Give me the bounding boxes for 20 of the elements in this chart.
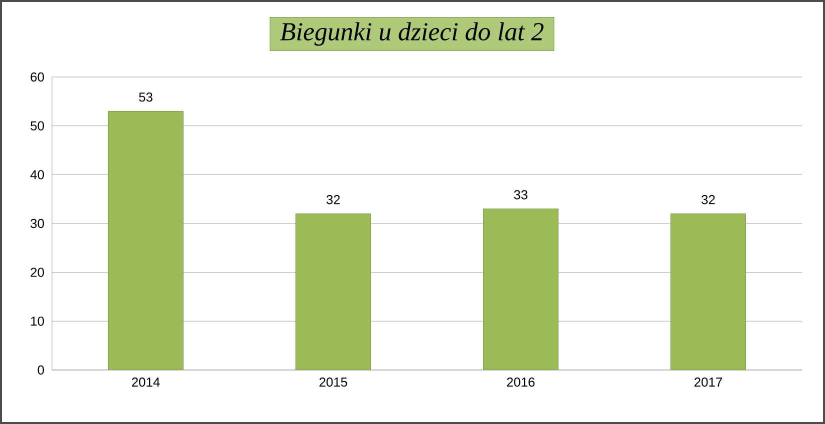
x-tick-label: 2014 <box>132 378 160 387</box>
chart-title: Biegunki u dzieci do lat 2 <box>280 22 544 46</box>
data-label: 53 <box>139 92 152 102</box>
bar <box>296 214 371 370</box>
bar <box>108 110 184 370</box>
bar <box>483 208 558 370</box>
y-tick-label: 20 <box>30 268 44 277</box>
x-tick-label: 2015 <box>320 378 348 387</box>
y-tick-label: 10 <box>31 316 44 326</box>
x-tick-label: 2016 <box>507 378 535 387</box>
bar <box>670 214 746 370</box>
data-label: 33 <box>514 190 528 200</box>
y-tick-label: 0 <box>38 365 44 375</box>
x-tick-label: 2017 <box>694 378 722 387</box>
y-tick-label: 40 <box>30 170 44 180</box>
y-tick-label: 30 <box>30 218 44 228</box>
y-tick-label: 50 <box>30 121 44 130</box>
data-label: 32 <box>326 195 340 204</box>
data-label: 32 <box>702 195 715 204</box>
y-tick-label: 60 <box>30 72 44 82</box>
